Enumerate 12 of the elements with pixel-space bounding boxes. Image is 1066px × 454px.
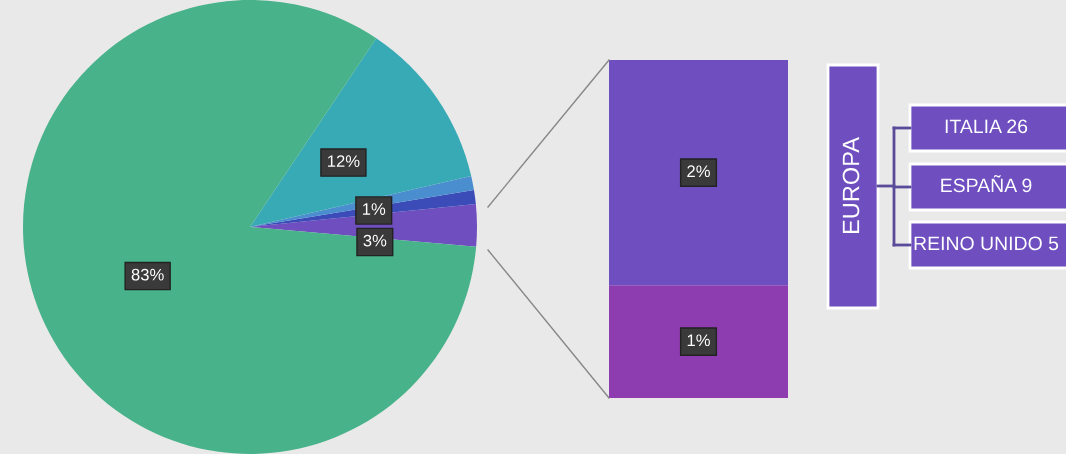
data-label: 83% bbox=[131, 268, 164, 281]
text: REINO UNIDO 5 bbox=[914, 236, 1059, 251]
data-label: 1% bbox=[687, 334, 710, 347]
pie-slice bbox=[23, 0, 477, 454]
data-label: 12% bbox=[328, 155, 360, 167]
text: ITALIA 26 bbox=[945, 119, 1028, 134]
data-label: 1% bbox=[362, 203, 386, 215]
data-label: 3% bbox=[363, 234, 387, 247]
data-label: 2% bbox=[687, 165, 710, 178]
text: ESPAÑA 9 bbox=[941, 174, 1032, 193]
pie-slice bbox=[250, 38, 472, 227]
text: EUROPA bbox=[842, 137, 860, 234]
